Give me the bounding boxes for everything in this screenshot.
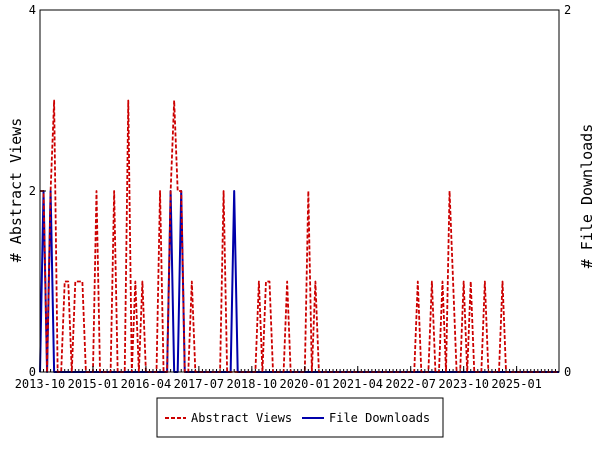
x-tick-label: 2018-10 — [227, 377, 278, 391]
series-layer — [39, 99, 559, 373]
y-left-tick-label: 2 — [29, 184, 36, 198]
legend-label-abstract-views: Abstract Views — [191, 411, 292, 425]
y-right-tick-labels: 02 — [553, 3, 571, 379]
y-left-tick-labels: 0 2 4 — [29, 3, 46, 379]
legend-label-file-downloads: File Downloads — [329, 411, 430, 425]
y-right-tick-label: 2 — [564, 3, 571, 17]
y-left-tick-label: 0 — [29, 365, 36, 379]
legend-box — [156, 397, 444, 438]
x-tick-label: 2021-04 — [332, 377, 383, 391]
y-right-axis-title: # File Downloads — [578, 124, 596, 269]
series-line-abstract-views — [40, 99, 559, 373]
x-tick-label: 2025-01 — [491, 377, 542, 391]
x-tick-labels: 2013-10 2015-01 2016-04 2017-07 2018-10 2020-… — [15, 366, 542, 391]
x-tick-label: 2016-04 — [121, 377, 172, 391]
x-tick-label: 2013-10 — [15, 377, 66, 391]
x-tick-label: 2023-10 — [438, 377, 489, 391]
x-tick-label: 2022-07 — [385, 377, 436, 391]
y-left-axis-title: # Abstract Views — [7, 118, 25, 263]
y-left-tick-label: 4 — [29, 3, 36, 17]
x-tick-label: 2017-07 — [174, 377, 225, 391]
y-right-tick-label: 0 — [564, 365, 571, 379]
x-tick-label: 2015-01 — [68, 377, 119, 391]
legend: Abstract Views File Downloads — [156, 397, 444, 438]
x-tick-label: 2020-01 — [280, 377, 331, 391]
plot-area — [39, 9, 560, 373]
